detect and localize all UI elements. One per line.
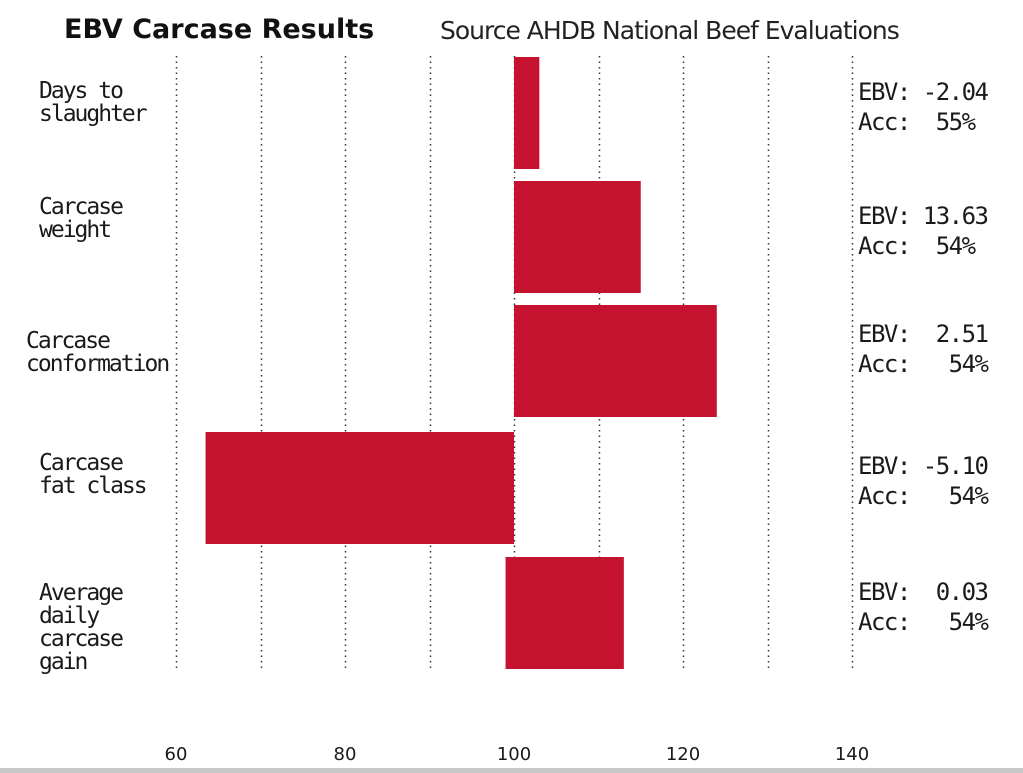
accuracy-value-carcase-weight: Acc: 54% [858, 232, 976, 260]
bars [205, 57, 717, 669]
bar-1 [514, 181, 641, 293]
accuracy-value-average-daily-carcase-gain: Acc: 54% [858, 608, 989, 636]
bar-2 [514, 305, 717, 417]
x-axis-ticks: 60 80 100 120 140 [165, 744, 870, 765]
chart-title: EBV Carcase Results [64, 14, 375, 45]
bottom-border [0, 768, 1023, 773]
category-label-carcase-weight: Carcase weight [39, 194, 124, 243]
category-label-carcase-fat-class: Carcase fat class [39, 450, 148, 499]
bar-4 [505, 557, 624, 669]
accuracy-value-carcase-conformation: Acc: 54% [858, 350, 989, 378]
chart-subtitle: Source AHDB National Beef Evaluations [440, 16, 900, 45]
x-tick-label-140: 140 [835, 744, 869, 765]
category-label-days-to-slaughter: Days to slaughter [39, 78, 148, 127]
x-tick-label-80: 80 [334, 744, 357, 765]
accuracy-value-days-to-slaughter: Acc: 55% [858, 108, 976, 136]
x-tick-label-100: 100 [497, 744, 531, 765]
x-tick-label-60: 60 [165, 744, 188, 765]
ebv-value-average-daily-carcase-gain: EBV: 0.03 [858, 578, 989, 606]
bar-0 [514, 57, 540, 169]
accuracy-value-carcase-fat-class: Acc: 54% [858, 482, 989, 510]
category-label-average-daily-carcase-gain: Average daily carcase gain [39, 580, 124, 675]
ebv-value-carcase-conformation: EBV: 2.51 [858, 320, 989, 348]
ebv-value-carcase-weight: EBV: 13.63 [858, 202, 989, 230]
ebv-value-carcase-fat-class: EBV: -5.10 [858, 452, 989, 480]
x-tick-label-120: 120 [666, 744, 700, 765]
bar-3 [205, 432, 514, 544]
ebv-value-days-to-slaughter: EBV: -2.04 [858, 78, 989, 106]
category-label-carcase-conformation: Carcase conformation [26, 328, 170, 377]
